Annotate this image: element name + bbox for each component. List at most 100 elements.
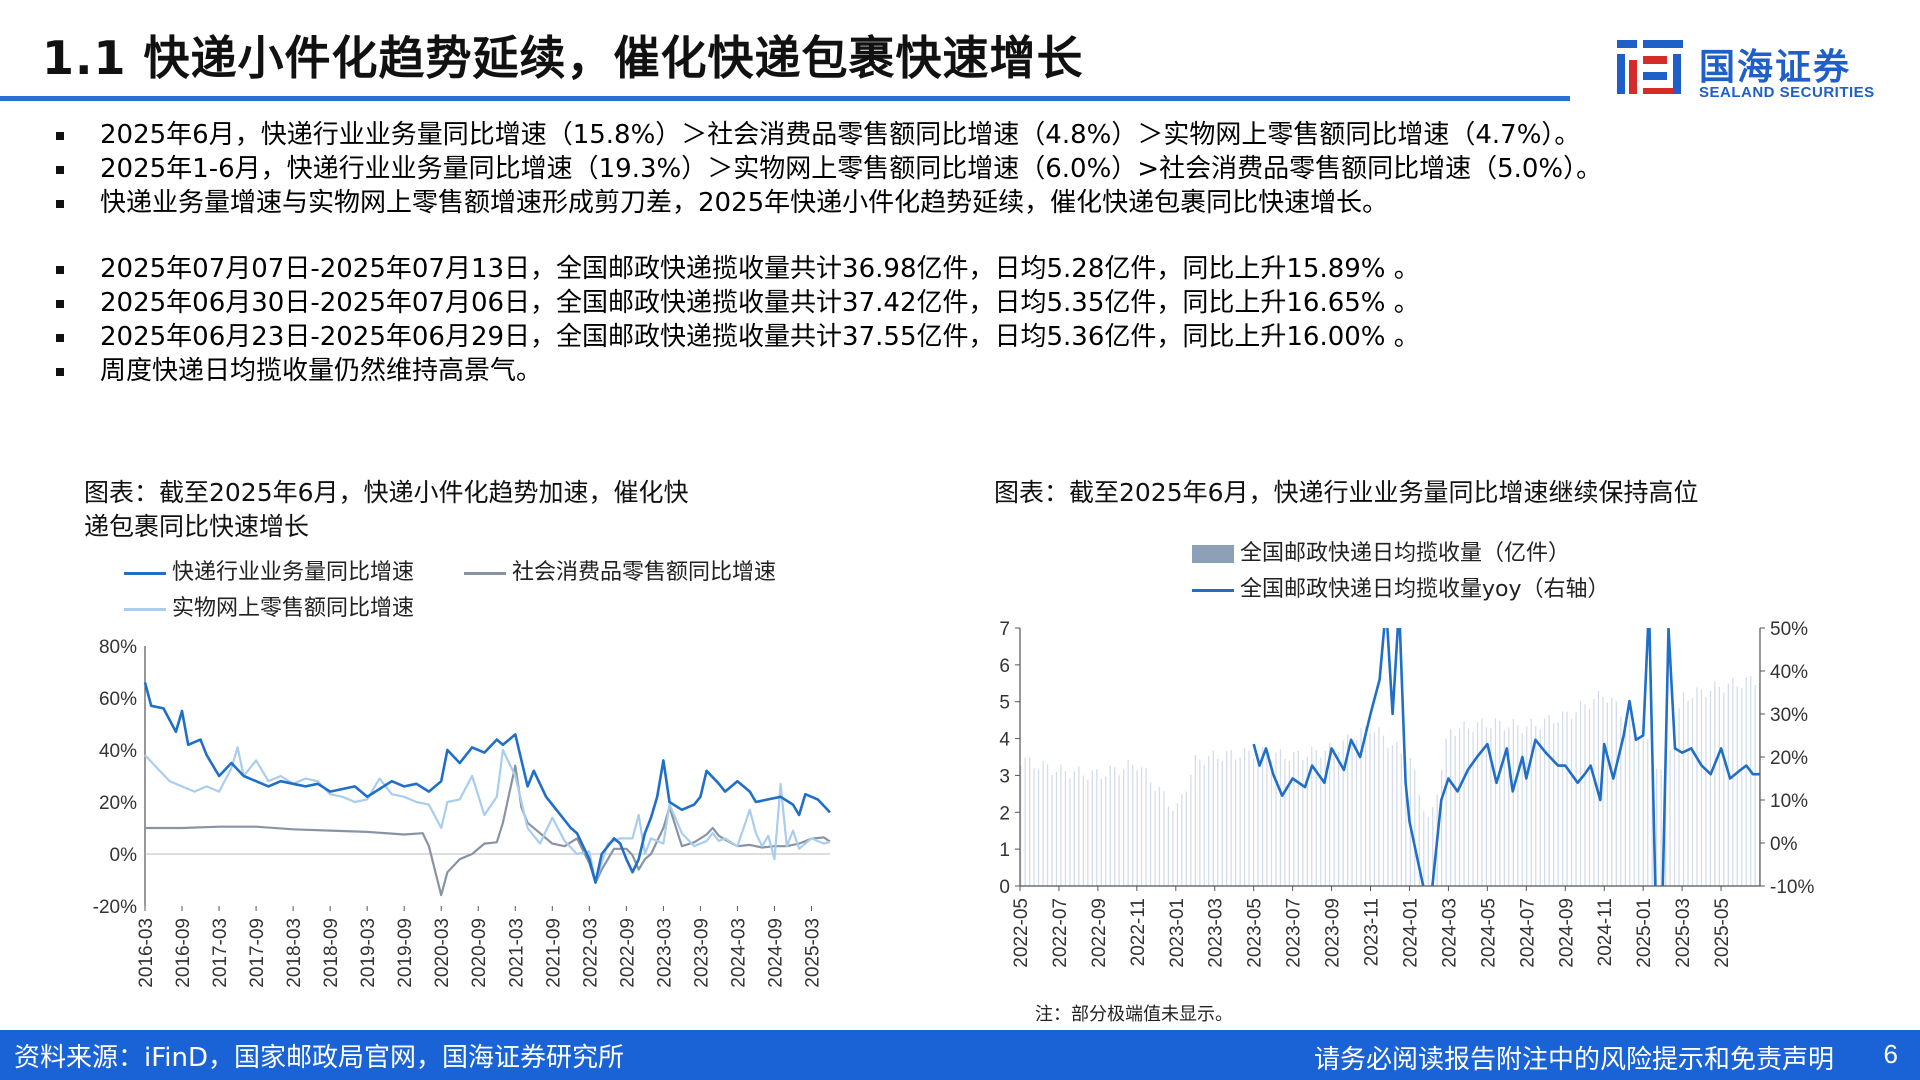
chart-2-bar — [1087, 779, 1089, 886]
chart-2-bar — [1490, 728, 1492, 886]
legend-daily-volume: 全国邮政快递日均揽收量（亿件） — [1192, 539, 1570, 569]
chart-2-bar — [1458, 728, 1461, 886]
chart-2-bar — [1342, 740, 1344, 886]
legend-yoy: 全国邮政快递日均揽收量yoy（右轴） — [1192, 575, 1610, 605]
chart-2-bar — [1051, 775, 1053, 886]
chart-1-y-tick-label: -20% — [93, 897, 137, 918]
chart-2-right-tick-label: 20% — [1770, 748, 1808, 769]
chart-2-bar — [1579, 700, 1582, 886]
legend-online-label: 实物网上零售额同比增速 — [172, 596, 415, 621]
chart-2-bar — [1270, 760, 1273, 886]
chart-2-bar — [1261, 746, 1264, 886]
chart-2-title: 图表：截至2025年6月，快递行业业务量同比增速继续保持高位 — [994, 478, 1699, 507]
chart-2-bar — [1597, 690, 1600, 886]
chart-2-x-tick-label: 2022-09 — [1089, 898, 1110, 968]
logo-mark-icon — [1617, 40, 1683, 94]
logo-english-text: SEALAND SECURITIES — [1699, 84, 1875, 101]
chart-2-bar — [1624, 721, 1626, 886]
chart-2-x-tick-label: 2024-01 — [1400, 898, 1421, 968]
chart-2-bar — [1611, 698, 1613, 886]
chart-2-bar — [1669, 750, 1671, 886]
chart-2-series-yoy — [1252, 628, 1760, 886]
chart-2-bar — [1257, 753, 1259, 886]
chart-1-x-tick-label: 2017-03 — [210, 918, 231, 988]
chart-2-bar — [1736, 686, 1738, 886]
footer-disclaimer: 请务必阅读报告附注中的风险提示和免责声明 — [1313, 1045, 1834, 1075]
title-underline — [0, 96, 1570, 101]
chart-2-note: 注：部分极端值未显示。 — [1035, 1004, 1233, 1025]
chart-1-y-tick-label: 40% — [99, 741, 137, 762]
chart-2-bar — [1463, 721, 1465, 886]
chart-2-bar — [1750, 676, 1752, 886]
chart-2-bar — [1046, 764, 1049, 886]
chart-2-left-tick-label: 4 — [999, 730, 1010, 751]
chart-2-bar — [1118, 775, 1120, 886]
bullet-item: 2025年6月，快递行业业务量同比增速（15.8%）＞社会消费品零售额同比增速（… — [52, 118, 1892, 152]
chart-2-bar — [1450, 728, 1452, 886]
chart-2-bar — [1642, 738, 1644, 886]
chart-2-bar — [1288, 761, 1290, 886]
chart-2-bar — [1248, 750, 1250, 886]
chart-1-title-line-2: 递包裹同比快速增长 — [84, 512, 310, 541]
chart-2-bar — [1109, 765, 1111, 886]
chart-2-bar — [1530, 719, 1532, 886]
chart-1-x-tick-label: 2022-09 — [617, 918, 638, 988]
chart-1-x-tick-label: 2016-03 — [136, 918, 157, 988]
legend-daily-volume-swatch — [1192, 545, 1234, 563]
chart-2-bar — [1235, 759, 1237, 886]
chart-2-bar — [1629, 716, 1631, 886]
legend-express-swatch — [124, 571, 166, 575]
chart-2-bar — [1427, 816, 1429, 886]
chart-2-bar — [1302, 759, 1304, 886]
chart-2-x-tick-label: 2023-05 — [1245, 898, 1266, 968]
chart-2-left-tick-label: 6 — [999, 656, 1010, 677]
chart-2-bar — [1217, 759, 1219, 886]
chart-2-x-tick-label: 2024-07 — [1517, 898, 1538, 968]
chart-2-bar — [1593, 698, 1595, 886]
chart-2-x-tick-label: 2024-05 — [1478, 898, 1499, 968]
chart-2-bar — [1311, 746, 1313, 886]
legend-express-label: 快递行业业务量同比增速 — [172, 560, 415, 585]
chart-2-bar — [1136, 770, 1138, 886]
chart-2-bar — [1584, 704, 1586, 886]
chart-2-bar — [1320, 757, 1322, 886]
chart-2-bar — [1055, 772, 1058, 886]
chart-2-bar — [1351, 741, 1353, 886]
chart-2-bar — [1037, 769, 1040, 886]
chart-2-bar — [1158, 786, 1161, 886]
chart-2-bar-line: 7 6 5 4 3 2 1 0 50% 40% 30% 20% 10% 0% -10% 2022-05 2022… — [999, 619, 1814, 968]
chart-2-bar — [1347, 734, 1349, 886]
chart-1-x-tick-label: 2019-03 — [358, 918, 379, 988]
chart-2-left-tick-label: 0 — [999, 877, 1010, 898]
chart-2-x-tick-label: 2023-09 — [1323, 898, 1344, 968]
bullet-item: 2025年06月23日-2025年06月29日，全国邮政快递揽收量共计37.55… — [52, 320, 1892, 354]
chart-2-bar — [1660, 769, 1662, 886]
chart-2-bar — [1105, 776, 1107, 886]
bullet-item: 周度快递日均揽收量仍然维持高景气。 — [52, 354, 1892, 388]
chart-2-bar — [1647, 738, 1649, 886]
chart-2-left-tick-label: 3 — [999, 766, 1010, 787]
chart-1-x-tick-label: 2022-03 — [580, 918, 601, 988]
legend-online-swatch — [124, 607, 166, 611]
chart-2-bar — [1651, 753, 1653, 886]
logo-chinese-text: 国海证券 — [1699, 47, 1852, 88]
chart-2-bar — [1602, 697, 1604, 886]
chart-2-bar — [1709, 690, 1712, 886]
chart-2-bar — [1687, 700, 1689, 886]
chart-2-bar — [1091, 770, 1093, 886]
chart-2-bar — [1378, 727, 1380, 886]
chart-2-bar — [1190, 774, 1192, 886]
chart-2-bar — [1445, 738, 1447, 886]
chart-2-bar — [1163, 791, 1165, 886]
legend-yoy-swatch — [1192, 588, 1234, 592]
chart-2-bar — [1355, 740, 1358, 886]
chart-1-line: 80% 60% 40% 20% 0% -20%2016-03 2016-09 2017-03 2… — [93, 637, 831, 988]
chart-2-bar — [1176, 803, 1179, 886]
chart-2-bar — [1279, 749, 1282, 886]
chart-2-bar — [1499, 720, 1501, 886]
chart-2-bar — [1570, 718, 1573, 886]
chart-1-x-tick-label: 2020-09 — [469, 918, 490, 988]
chart-2-bar — [1293, 751, 1295, 886]
legend-retail-swatch — [464, 571, 506, 575]
chart-2-bar — [1266, 754, 1268, 886]
